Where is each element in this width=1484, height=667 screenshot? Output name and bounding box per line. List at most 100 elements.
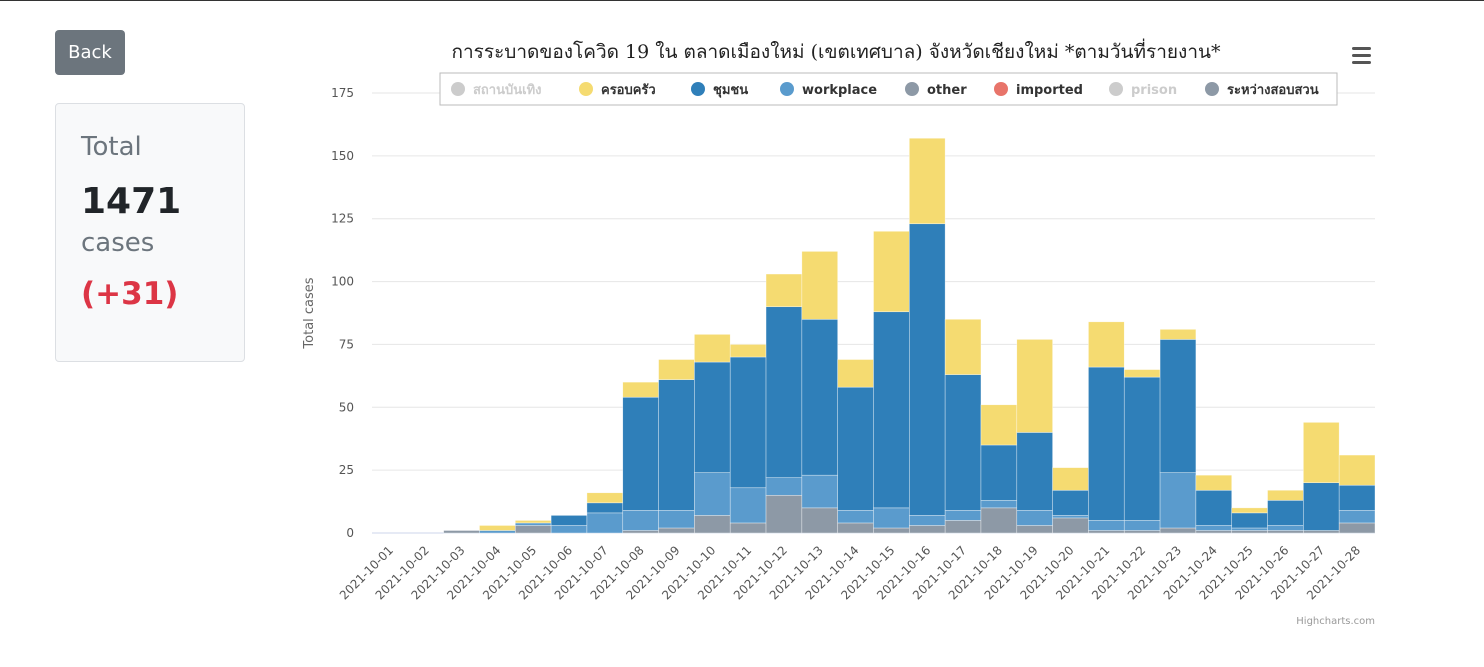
legend-marker bbox=[579, 82, 593, 96]
highcharts-credit[interactable]: Highcharts.com bbox=[1296, 616, 1375, 627]
bar-segment bbox=[1303, 530, 1340, 534]
legend-item[interactable]: สถานบันเทิง bbox=[451, 82, 542, 98]
bar-segment bbox=[479, 525, 516, 531]
bar-segment bbox=[694, 361, 731, 473]
legend-item[interactable]: ครอบครัว bbox=[579, 82, 656, 98]
back-button[interactable]: Back bbox=[55, 30, 125, 75]
bar-segment bbox=[1123, 520, 1161, 531]
legend-label: prison bbox=[1131, 83, 1177, 98]
legend-marker bbox=[1205, 82, 1219, 96]
bar-segment bbox=[1338, 454, 1376, 486]
bar-segment bbox=[479, 530, 516, 534]
bar-segment bbox=[765, 273, 803, 308]
legend-item[interactable]: imported bbox=[994, 82, 1083, 98]
bars bbox=[443, 137, 1376, 534]
bar-segment bbox=[801, 507, 838, 534]
bar-segment bbox=[837, 359, 874, 388]
bar-segment bbox=[837, 522, 874, 534]
bar-segment bbox=[1231, 512, 1268, 529]
legend-item[interactable]: prison bbox=[1109, 82, 1177, 98]
bar-segment bbox=[622, 530, 659, 534]
bar-segment bbox=[765, 477, 803, 496]
bar-segment bbox=[980, 507, 1018, 534]
bar-segment bbox=[1088, 321, 1125, 368]
bar-segment bbox=[1159, 472, 1197, 529]
bar-segment bbox=[658, 379, 695, 511]
bar-segment bbox=[1159, 329, 1197, 340]
y-tick-label: 150 bbox=[331, 149, 354, 163]
bar-segment bbox=[1231, 507, 1268, 514]
bar-segment bbox=[514, 525, 552, 534]
bar-segment bbox=[765, 306, 803, 478]
chart-title: การระบาดของโควิด 19 ใน ตลาดเมืองใหม่ (เข… bbox=[452, 38, 1221, 63]
y-axis-title: Total cases bbox=[302, 277, 317, 349]
bar-segment bbox=[514, 522, 552, 526]
bar-segment bbox=[586, 502, 624, 514]
chart-menu-icon[interactable] bbox=[1352, 47, 1371, 64]
bar-segment bbox=[873, 230, 910, 313]
total-label: Total bbox=[81, 132, 142, 162]
bar-segment bbox=[1231, 527, 1268, 531]
bar-segment bbox=[443, 530, 480, 534]
bar-segment bbox=[514, 520, 552, 524]
bar-segment bbox=[944, 510, 982, 521]
bar-segment bbox=[1303, 482, 1340, 531]
bar-segment bbox=[1052, 467, 1089, 491]
legend-label: ระหว่างสอบสวน bbox=[1227, 83, 1319, 98]
total-count: 1471 bbox=[81, 181, 182, 222]
legend-marker bbox=[905, 82, 919, 96]
legend-label: other bbox=[927, 83, 967, 98]
bar-segment bbox=[1123, 376, 1161, 521]
legend-item[interactable]: ระหว่างสอบสวน bbox=[1205, 82, 1319, 98]
bar-segment bbox=[873, 527, 910, 534]
bar-segment bbox=[1195, 489, 1233, 526]
bar-segment bbox=[1195, 474, 1233, 491]
y-tick-label: 75 bbox=[339, 337, 354, 351]
bar-segment bbox=[622, 396, 659, 511]
bar-segment bbox=[1195, 525, 1233, 531]
bar-segment bbox=[1338, 522, 1376, 534]
bar-segment bbox=[1052, 517, 1089, 534]
bar-segment bbox=[729, 487, 767, 524]
legend-marker bbox=[780, 82, 794, 96]
cases-unit: cases bbox=[81, 228, 155, 258]
bar-segment bbox=[586, 492, 624, 504]
bar-segment bbox=[1267, 489, 1304, 501]
bar-segment bbox=[694, 515, 731, 534]
bar-segment bbox=[801, 251, 838, 320]
bar-segment bbox=[909, 137, 946, 225]
bar-segment bbox=[1267, 500, 1304, 526]
bar-segment bbox=[1123, 369, 1161, 378]
bar-segment bbox=[909, 525, 946, 534]
bar-segment bbox=[1303, 422, 1340, 484]
bar-segment bbox=[873, 311, 910, 509]
legend-item[interactable]: other bbox=[905, 82, 967, 98]
y-tick-label: 125 bbox=[331, 212, 354, 226]
bar-segment bbox=[944, 374, 982, 511]
legend-item[interactable]: ชุมชน bbox=[691, 82, 748, 98]
bar-segment bbox=[586, 512, 624, 534]
legend-marker bbox=[691, 82, 705, 96]
bar-segment bbox=[658, 527, 695, 534]
bar-segment bbox=[1123, 530, 1161, 534]
bar-segment bbox=[729, 344, 767, 358]
bar-segment bbox=[980, 444, 1018, 501]
legend-marker bbox=[994, 82, 1008, 96]
bar-segment bbox=[1159, 339, 1197, 473]
bar-segment bbox=[837, 510, 874, 524]
y-tick-label: 100 bbox=[331, 275, 354, 289]
bar-segment bbox=[1016, 339, 1053, 433]
new-cases-delta: (+31) bbox=[81, 276, 179, 312]
bar-segment bbox=[1088, 520, 1125, 531]
bar-segment bbox=[1052, 515, 1089, 519]
legend-marker bbox=[451, 82, 465, 96]
chart-legend: สถานบันเทิง ครอบครัว ชุมชน workplace other im… bbox=[439, 72, 1338, 106]
legend-item[interactable]: workplace bbox=[780, 82, 877, 98]
bar-segment bbox=[980, 500, 1018, 509]
bar-segment bbox=[1016, 525, 1053, 534]
bar-segment bbox=[658, 359, 695, 380]
x-axis-ticks: 2021-10-012021-10-022021-10-032021-10-04… bbox=[337, 543, 1363, 602]
total-cases-card: Total 1471 cases (+31) bbox=[55, 103, 245, 362]
bar-segment bbox=[980, 404, 1018, 446]
